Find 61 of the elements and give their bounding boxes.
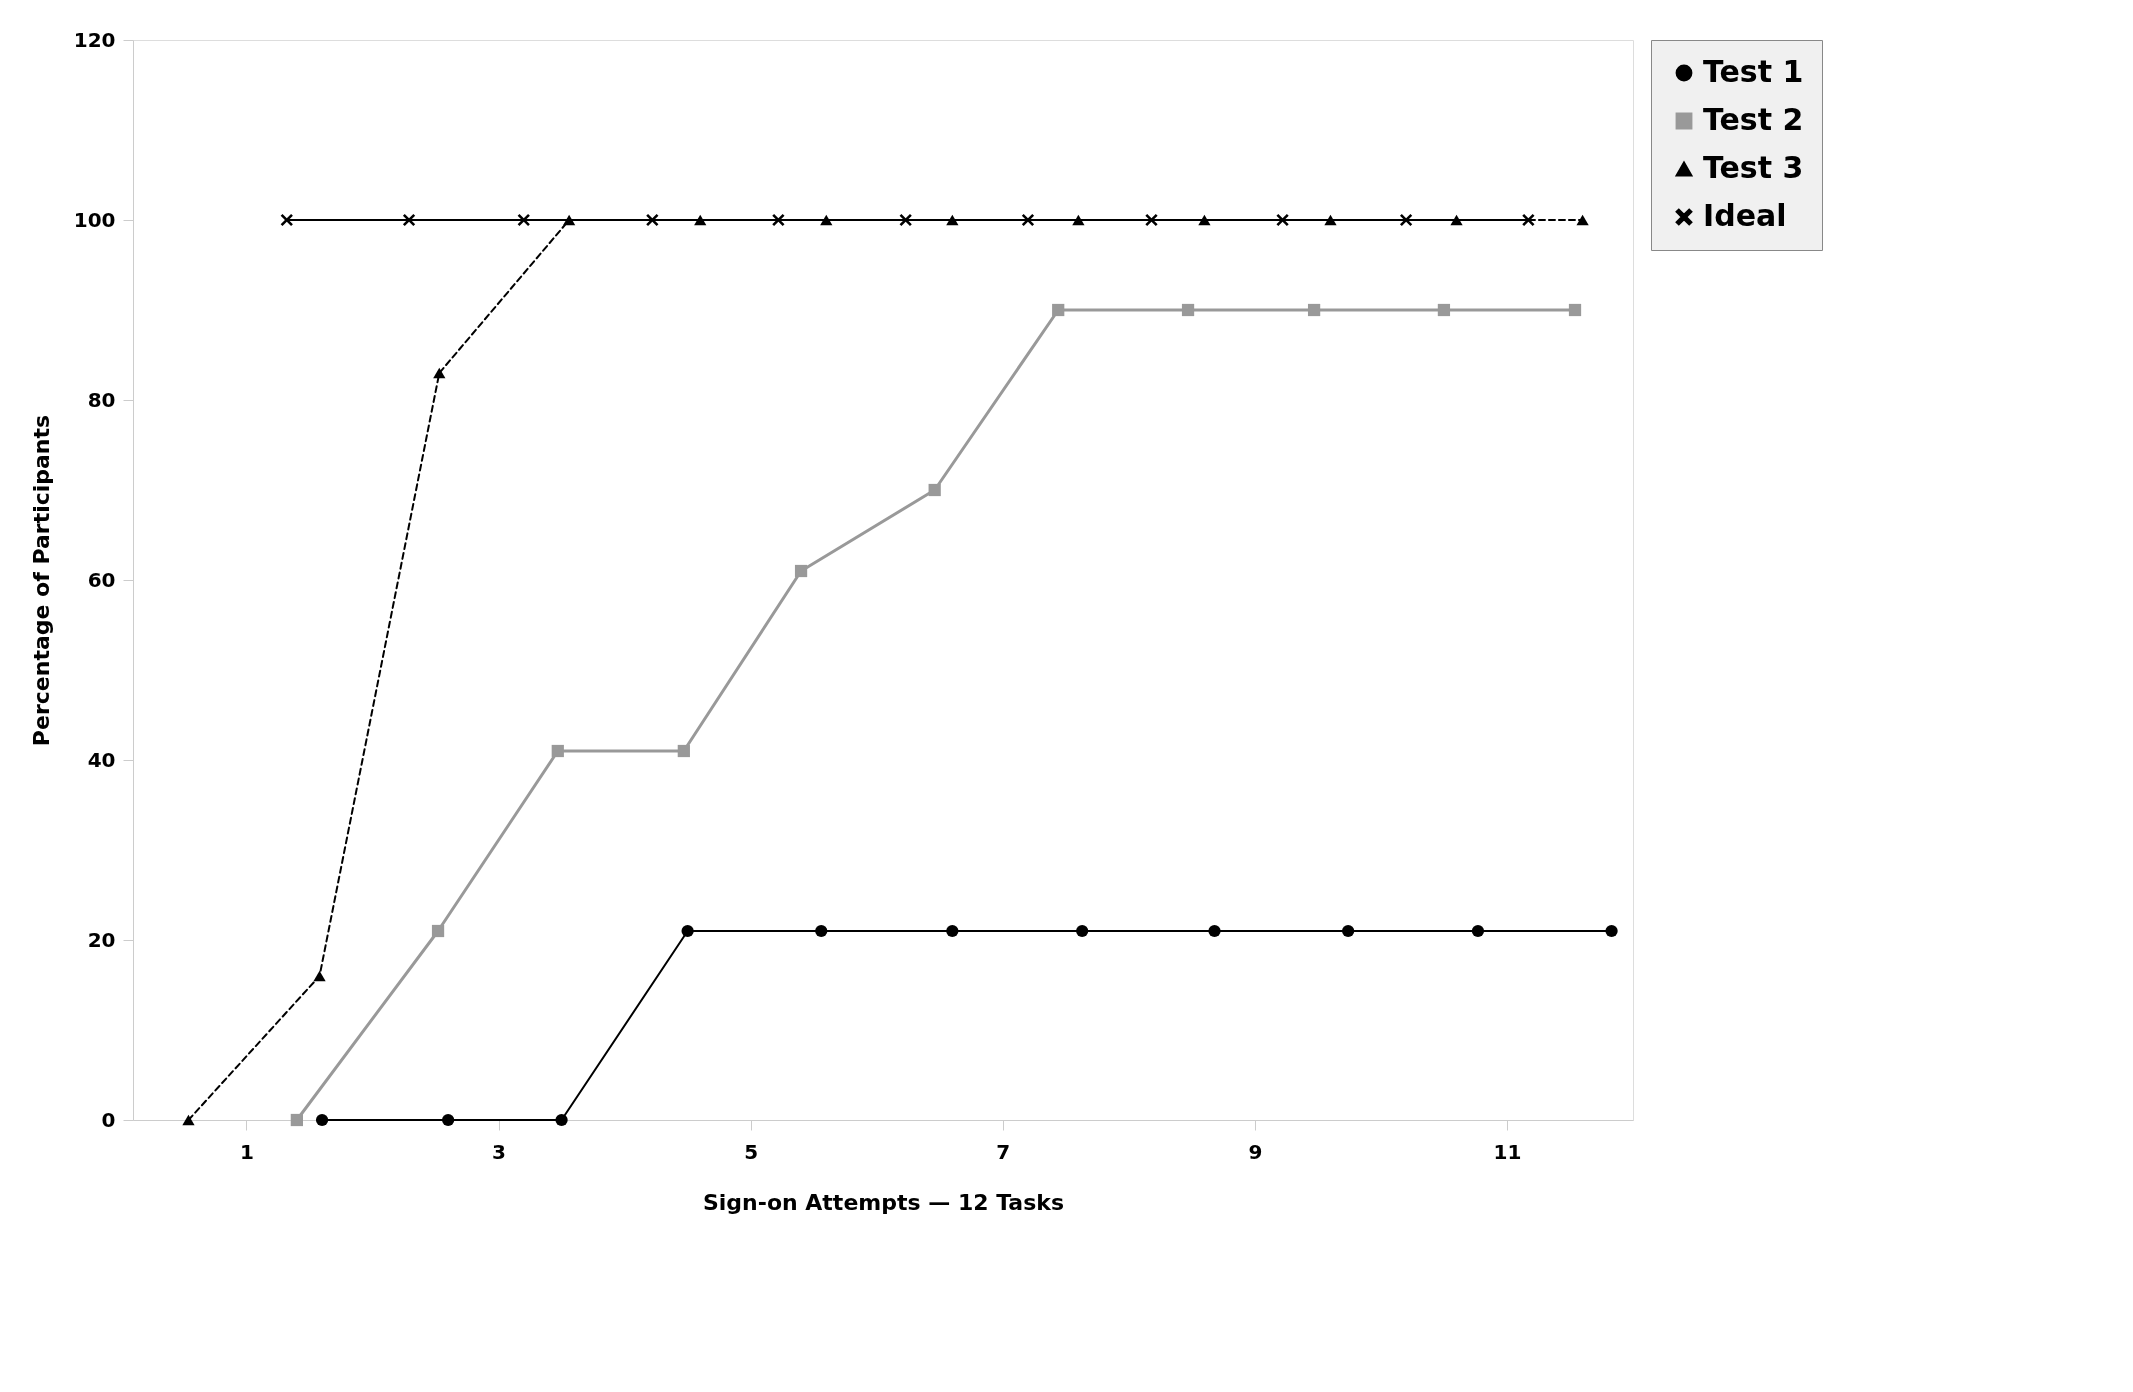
- point: [1076, 924, 1089, 938]
- point: [820, 214, 833, 226]
- legend-label: Test 1: [1703, 54, 1804, 89]
- x-tick-label: 1: [239, 1139, 254, 1164]
- point: [313, 970, 326, 982]
- point: [1324, 214, 1337, 226]
- point: [946, 924, 959, 938]
- x-tick-label: 3: [492, 1139, 507, 1164]
- point: [694, 214, 707, 226]
- point: [442, 1113, 455, 1127]
- point: [551, 744, 564, 758]
- point: [1072, 214, 1085, 226]
- y-tick-label: 40: [87, 747, 116, 772]
- x-tick-label: 7: [996, 1139, 1011, 1164]
- point: [555, 1113, 568, 1127]
- point: [928, 483, 941, 497]
- point: [182, 1114, 195, 1126]
- point: [1437, 303, 1451, 317]
- legend-label: Test 3: [1703, 150, 1804, 185]
- point: [1052, 303, 1065, 317]
- point: [1307, 303, 1321, 317]
- x-tick-label: 5: [744, 1139, 759, 1164]
- legend-label: Test 2: [1703, 102, 1804, 137]
- point: [1450, 214, 1463, 226]
- y-tick-label: 80: [87, 387, 116, 412]
- point: [815, 924, 828, 938]
- point: [1471, 924, 1485, 938]
- y-axis-title: Percentage of Participants: [28, 414, 54, 747]
- point: [677, 744, 690, 758]
- point: [1276, 213, 1289, 227]
- point: [1342, 924, 1355, 938]
- legend-label: Ideal: [1703, 198, 1787, 233]
- point: [431, 924, 445, 938]
- y-tick-label: 100: [73, 207, 116, 232]
- point: [1181, 303, 1195, 317]
- y-tick-label: 120: [73, 27, 116, 52]
- x-tick-label: 11: [1493, 1139, 1522, 1164]
- point: [280, 213, 293, 227]
- point: [946, 214, 959, 226]
- point: [517, 213, 530, 227]
- point: [646, 213, 659, 227]
- y-tick-label: 0: [101, 1107, 116, 1132]
- point: [1208, 924, 1221, 938]
- point: [1605, 924, 1618, 938]
- y-tick-label: 20: [87, 927, 116, 952]
- point: [290, 1113, 303, 1127]
- point: [1145, 213, 1158, 227]
- x-axis-title: Sign-on Attempts — 12 Tasks: [702, 1189, 1065, 1215]
- point: [899, 213, 912, 227]
- point: [681, 924, 694, 938]
- point: [1576, 214, 1589, 226]
- y-tick-label: 60: [87, 567, 116, 592]
- point: [772, 213, 785, 227]
- point: [315, 1113, 329, 1127]
- point: [794, 564, 808, 578]
- x-tick-label: 9: [1248, 1139, 1263, 1164]
- point: [433, 367, 446, 379]
- point: [1522, 213, 1535, 227]
- point: [1568, 303, 1582, 317]
- point: [1198, 214, 1211, 226]
- point: [563, 214, 576, 226]
